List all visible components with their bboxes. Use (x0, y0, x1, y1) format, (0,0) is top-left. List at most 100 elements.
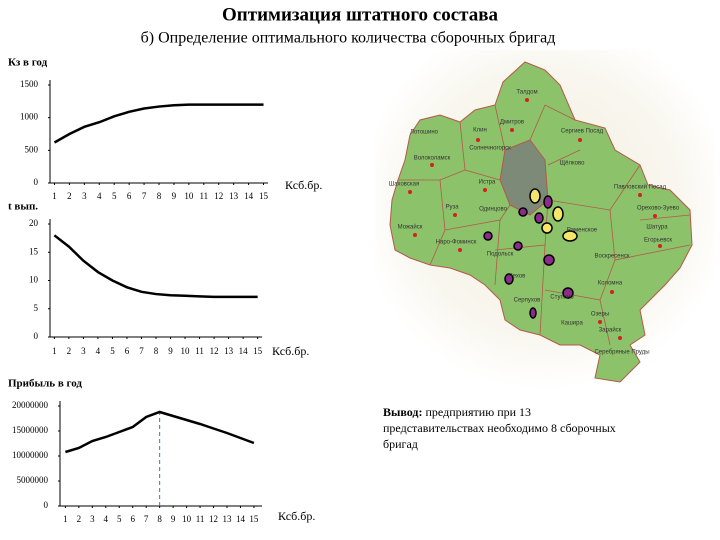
x-tick-label: 2 (67, 346, 72, 356)
map-label: Лотошино (410, 130, 439, 136)
map-label: Талдом (516, 90, 537, 96)
map-label: Одинцово (479, 207, 508, 213)
map-label: Сергиев Посад (561, 129, 604, 135)
x-tick-label: 13 (224, 346, 234, 356)
y-tick-label: 10 (29, 275, 39, 285)
title: Оптимизация штатного состава (222, 4, 498, 25)
x-tick-label: 3 (81, 346, 86, 356)
x-tick-label: 8 (157, 514, 162, 524)
conclusion: Вывод: предприятию при 13 представительс… (383, 404, 633, 452)
map-label: Руза (445, 205, 459, 211)
x-tick-label: 13 (229, 191, 239, 201)
data-line (53, 234, 258, 299)
map-dots (408, 98, 662, 340)
y-tick-label: 15 (29, 246, 39, 256)
y-axis-label: Кз в год (8, 57, 48, 69)
map-label: Зарайск (599, 327, 622, 334)
x-tick-label: 2 (77, 514, 82, 524)
x-tick-label: 9 (171, 514, 176, 524)
y-tick-label: 0 (34, 177, 39, 187)
x-tick-label: 4 (96, 346, 101, 356)
x-tick-label: 1 (52, 191, 57, 201)
map-label: Ступино (550, 295, 574, 301)
map-label: Волоколамск (414, 156, 451, 162)
x-tick-label: 6 (125, 346, 130, 356)
map-label: Раменское (567, 228, 598, 234)
x-tick-label: 5 (117, 514, 122, 524)
x-tick-label: 5 (110, 346, 115, 356)
map-label: Щёлково (560, 161, 586, 167)
x-tick-label: 9 (168, 346, 173, 356)
subtitle: б) Определение оптимального количества с… (141, 30, 556, 47)
map-label: Павловский Посад (614, 184, 667, 191)
map-label: Наро-Фоминск (436, 240, 477, 246)
x-tick-label: 6 (130, 514, 135, 524)
x-tick-label: 7 (144, 514, 149, 524)
x-tick-label: 11 (195, 346, 204, 356)
map-label: Подольск (487, 252, 514, 258)
y-tick-label: 10000000 (12, 450, 49, 460)
x-tick-label: 4 (104, 514, 109, 524)
x-tick-label: 10 (184, 191, 194, 201)
x-tick-label: 7 (142, 191, 147, 201)
map-label: Можайск (398, 224, 423, 231)
y-tick-label: 15000000 (12, 425, 49, 435)
map-label: Воскресенск (595, 254, 630, 260)
x-tick-label: 9 (172, 191, 177, 201)
conclusion-label: Вывод: (383, 405, 423, 419)
map-label: Истра (479, 180, 496, 186)
y-tick-label: 1000 (20, 112, 39, 122)
x-tick-label: 14 (236, 514, 246, 524)
x-tick-label: 15 (259, 191, 269, 201)
x-tick-label: 4 (97, 191, 102, 201)
x-tick-label: 12 (209, 514, 218, 524)
x-tick-label: 3 (90, 514, 95, 524)
y-tick-label: 5000000 (17, 475, 49, 485)
x-tick-label: 13 (222, 514, 232, 524)
x-axis-label: Ксб.бр. (272, 344, 309, 358)
map-brigades (483, 188, 578, 319)
x-tick-label: 3 (82, 191, 87, 201)
y-tick-label: 0 (44, 500, 49, 510)
x-tick-label: 11 (196, 514, 205, 524)
x-tick-label: 8 (154, 346, 159, 356)
map-label: Серпухов (514, 298, 541, 304)
y-tick-label: 20000000 (12, 400, 49, 410)
map-label: Серебряные Пруды (594, 350, 649, 356)
y-tick-label: 1500 (20, 79, 39, 89)
map-label: Дмитров (500, 120, 524, 126)
x-tick-label: 1 (52, 346, 57, 356)
map: Талдом Дмитров Сергиев Посад Клин Лотошино Со… (375, 50, 715, 390)
map-label: Клин (473, 128, 487, 134)
y-tick-label: 0 (34, 331, 39, 341)
x-tick-label: 15 (249, 514, 259, 524)
x-tick-label: 12 (214, 191, 223, 201)
map-label: Солнечногорск (469, 146, 511, 152)
x-axis-label: Ксб.бр. (285, 178, 322, 192)
x-tick-label: 10 (181, 346, 191, 356)
x-axis-label: Ксб.бр. (278, 509, 315, 523)
x-tick-label: 15 (253, 346, 263, 356)
map-label: Коломна (598, 281, 623, 287)
x-tick-label: 12 (210, 346, 219, 356)
x-tick-label: 11 (199, 191, 208, 201)
x-tick-label: 7 (139, 346, 144, 356)
map-label: Шатура (646, 225, 668, 231)
y-tick-label: 500 (25, 144, 39, 154)
x-tick-label: 10 (182, 514, 192, 524)
map-label: Шаховская (389, 182, 420, 188)
data-line (65, 410, 255, 454)
map-label: Кашира (561, 321, 583, 327)
y-tick-label: 5 (34, 303, 39, 313)
data-line (53, 103, 264, 144)
y-axis-label: t вып. (8, 201, 38, 213)
x-tick-label: 14 (244, 191, 254, 201)
y-tick-label: 20 (29, 218, 39, 228)
map-label: Орехово-Зуево (637, 206, 680, 212)
map-label: Егорьевск (644, 238, 672, 244)
map-label: Чехов (509, 274, 526, 280)
x-tick-label: 2 (67, 191, 72, 201)
y-axis-label: Прибыль в год (8, 378, 82, 390)
